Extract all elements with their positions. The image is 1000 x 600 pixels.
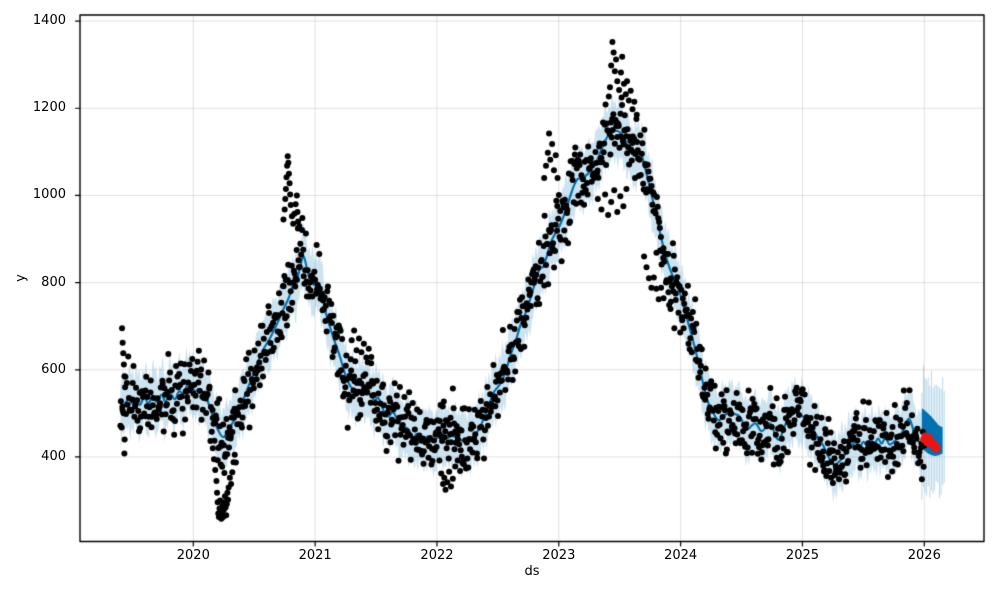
x-tick-label: 2024 [664,547,698,563]
x-tick-label: 2021 [298,547,332,563]
x-tick-label: 2020 [176,547,210,563]
y-tick-label: 800 [41,274,66,290]
x-tick-label: 2022 [420,547,454,563]
y-tick-label: 1400 [32,13,66,29]
x-axis-label: ds [524,564,540,579]
x-tick-label: 2023 [542,547,576,563]
y-tick-label: 1000 [32,187,66,203]
x-tick-label: 2025 [785,547,820,563]
y-tick-label: 1200 [32,100,66,116]
y-tick-label: 400 [41,448,66,464]
x-tick-label: 2026 [907,547,941,563]
y-tick-label: 600 [41,361,66,377]
